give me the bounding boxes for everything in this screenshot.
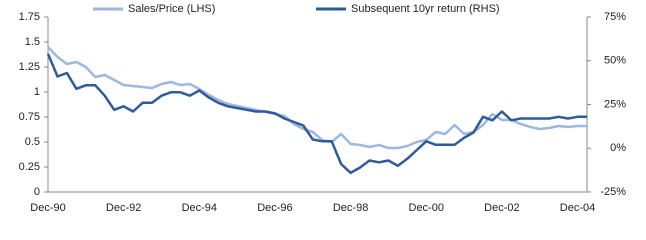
y-tick-label: 0.5 — [25, 136, 40, 148]
y2-tick-label: 0% — [610, 142, 626, 154]
x-tick-label: Dec-04 — [560, 202, 595, 214]
x-tick-label: Dec-94 — [182, 202, 217, 214]
chart: 0 0.25 0.5 0.75 1 1.25 1.5 1.75 -25% 0% 25% 50% 75% D… — [19, 3, 627, 214]
y2-tick-label: 75% — [604, 11, 626, 23]
y2-tick-label: -25% — [600, 186, 626, 198]
y-tick-label: 1 — [34, 86, 40, 98]
y-tick-label: 0.75 — [19, 111, 40, 123]
series-line — [47, 46, 587, 150]
legend-label: Sales/Price (LHS) — [128, 3, 215, 15]
x-tick-label: Dec-00 — [409, 202, 444, 214]
x-tick-label: Dec-92 — [106, 202, 141, 214]
y-tick-label: 1.5 — [25, 36, 40, 48]
y-tick-label: 0.25 — [19, 161, 40, 173]
x-tick-label: Dec-96 — [257, 202, 292, 214]
x-tick-label: Dec-02 — [484, 202, 519, 214]
series-line — [46, 53, 587, 175]
y-tick-label: 0 — [34, 186, 40, 198]
x-tick-label: Dec-98 — [333, 202, 368, 214]
y-tick-label: 1.25 — [19, 61, 40, 73]
y2-tick-label: 25% — [604, 98, 626, 110]
y-tick-label: 1.75 — [19, 11, 40, 23]
y2-tick-label: 50% — [604, 55, 626, 67]
x-tick-label: Dec-90 — [30, 202, 65, 214]
legend-label: Subsequent 10yr return (RHS) — [351, 3, 500, 15]
